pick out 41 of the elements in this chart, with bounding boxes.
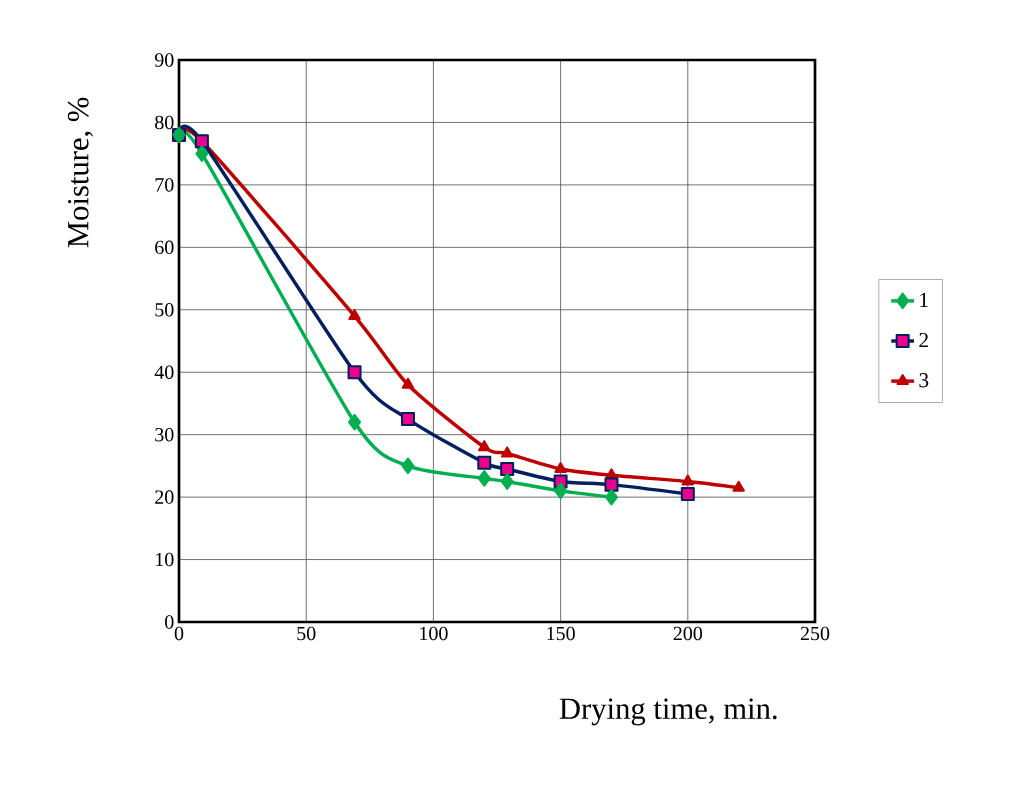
point	[401, 457, 415, 475]
legend-label: 2	[919, 332, 928, 348]
x-tick-label: 50	[297, 626, 316, 641]
x-tick-label: 200	[673, 626, 703, 641]
y-tick-label: 20	[155, 490, 174, 504]
point	[732, 480, 745, 492]
point	[554, 462, 567, 474]
point	[500, 473, 514, 490]
y-tick-label: 30	[155, 427, 174, 442]
y-tick-label: 80	[155, 115, 174, 130]
legend-label: 3	[919, 373, 929, 388]
x-tick-label: 0	[174, 626, 184, 641]
point	[604, 488, 618, 506]
x-tick-label: 250	[800, 626, 830, 641]
point	[195, 145, 209, 163]
y-tick-label: 50	[155, 303, 174, 317]
point	[477, 455, 492, 470]
point	[401, 377, 415, 389]
y-axis-title: Moisture, %	[67, 97, 93, 248]
point	[348, 309, 361, 321]
y-tick-label: 10	[156, 552, 174, 567]
y-tick-label: 70	[155, 178, 174, 192]
point	[680, 486, 695, 501]
y-tick-label: 40	[154, 365, 174, 379]
point	[500, 462, 515, 477]
point	[681, 474, 694, 486]
legend-label: 1	[920, 292, 928, 307]
point	[347, 365, 362, 380]
point	[348, 413, 362, 431]
point	[477, 470, 491, 487]
point	[604, 477, 619, 492]
point	[400, 412, 415, 427]
point	[554, 482, 568, 500]
point	[500, 446, 514, 458]
x-axis-title: Drying time, min.	[559, 698, 777, 726]
y-tick-label: 0	[165, 615, 174, 629]
point	[478, 440, 491, 452]
x-tick-label: 150	[547, 626, 575, 641]
x-tick-label: 100	[420, 626, 448, 641]
y-tick-label: 60	[155, 240, 174, 255]
y-tick-label: 90	[154, 53, 174, 67]
